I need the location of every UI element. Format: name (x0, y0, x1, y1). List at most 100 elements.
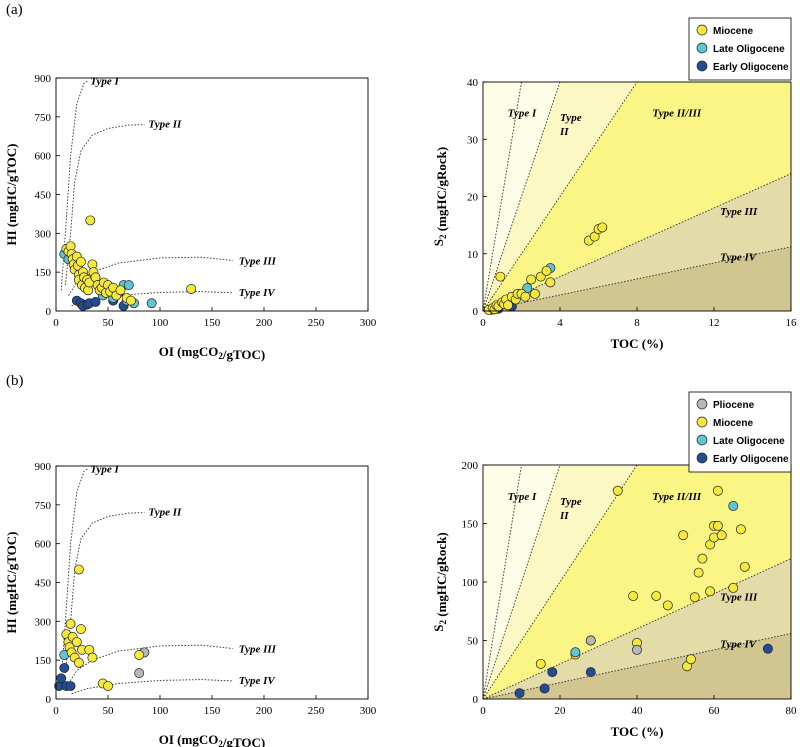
a-s2-point-miocene-23 (597, 222, 608, 233)
a-s2-plot: Type I Type II Type II/III Type III Type IV 0 4… (431, 77, 798, 351)
a-vk-point-miocene-32 (115, 285, 126, 296)
a-s2-zones (483, 82, 791, 311)
b-vk-curve-type-iv (71, 679, 233, 695)
b-vk-point-miocene-7 (71, 637, 82, 647)
b-s2-plot: Type I Type II Type II/III Type III Type IV 0 2… (431, 460, 797, 739)
a-s2-zone-label-type-iv: Type IV (720, 252, 758, 264)
b-s2-ytick-label-0: 0 (473, 694, 479, 706)
panel-label-a: (a) (6, 2, 23, 18)
b-s2-point-pliocene-1 (632, 644, 642, 655)
b-s2-zone-type-iv (483, 633, 791, 699)
b-vk-point-miocene-10 (76, 624, 86, 635)
a-s2-point-miocene-14 (520, 291, 531, 302)
a-s2-ytick-label-1: 10 (467, 249, 479, 261)
b-vk-ytick-label-4: 600 (35, 539, 52, 551)
b-s2-xtick-label-1: 20 (555, 705, 567, 717)
b-vk-point-miocene-15 (103, 681, 113, 692)
a-s2-xtick-label-4: 16 (786, 317, 798, 329)
a-vk-curve-label-type-i: Type I (90, 76, 119, 88)
a-legend-marker-miocene (696, 24, 708, 36)
a-s2-zone-label-type-ii-iii: Type II/III (652, 107, 702, 119)
a-vk-plot: Type I Type II Type III Type IV 0 50 100 150 200… (4, 73, 377, 362)
b-vk-xtick-label-6: 300 (360, 705, 377, 717)
b-legend: Pliocene Miocene Late Oligocene Early Oligo… (688, 391, 792, 473)
a-vk-ytick-label-3: 450 (35, 190, 52, 202)
b-vk-point-miocene-16 (134, 650, 145, 660)
b-s2-point-miocene-8 (678, 530, 689, 541)
b-vk-xtick-label-5: 250 (308, 705, 325, 717)
a-vk-curve-label-type-ii: Type II (148, 119, 182, 131)
a-s2-zone-label-type-i: Type I (508, 107, 537, 119)
b-s2-point-miocene-13 (697, 553, 708, 564)
a-s2-zone-label-type-ii: Type II (559, 112, 582, 138)
a-vk-xtick-label-3: 150 (204, 317, 221, 329)
a-vk-ytick-label-5: 750 (35, 112, 52, 124)
b-s2-point-early-oligocene-2 (547, 667, 558, 678)
a-vk-curve-label-type-iv: Type IV (239, 287, 277, 299)
b-vk-xlabel: OI (mgCO2/gTOC) (159, 732, 265, 747)
a-vk-point-early-oligocene-5 (90, 296, 101, 307)
a-s2-zone-label-type-iii: Type III (720, 206, 758, 218)
a-s2-point-miocene-18 (541, 265, 552, 276)
a-legend-marker-early-oligocene (696, 60, 708, 72)
b-vk-point-miocene-8 (73, 564, 84, 575)
a-vk-point-miocene-35 (186, 284, 197, 294)
b-s2-zone-label-type-iv: Type IV (720, 639, 758, 651)
a-legend-label-early-oligocene: Early Oligocene (713, 62, 789, 73)
b-vk-curve-type-i (60, 468, 89, 679)
b-vk-xtick-label-1: 50 (103, 705, 115, 717)
b-s2-ytick-label-2: 100 (462, 577, 479, 589)
a-vk-xtick-label-5: 250 (308, 317, 325, 329)
b-s2-point-late-oligocene-0 (570, 647, 581, 658)
a-s2-xtick-label-3: 12 (709, 317, 720, 329)
b-s2-xtick-label-0: 0 (480, 705, 486, 717)
a-vk-point-miocene-11 (76, 256, 86, 267)
a-vk-plot-area (56, 78, 368, 311)
a-vk-ytick-label-2: 300 (35, 228, 52, 240)
b-s2-xtick-label-3: 60 (709, 705, 721, 717)
a-vk-ytick-label-6: 900 (35, 73, 52, 85)
b-vk-plot: Type I Type II Type III Type IV 0 50 100 150 200… (4, 461, 377, 747)
b-s2-point-miocene-22 (736, 524, 746, 535)
a-legend-label-miocene: Miocene (713, 26, 753, 37)
b-vk-ylabel: HI (mgHC/gTOC) (4, 532, 19, 634)
b-vk-ytick-label-3: 450 (35, 578, 52, 590)
a-s2-xtick-label-1: 4 (557, 317, 563, 329)
a-legend-marker-late-oligocene (696, 42, 708, 54)
a-s2-ytick-label-2: 20 (467, 192, 479, 204)
a-vk-xtick-label-0: 0 (53, 317, 59, 329)
panel-label-b: (b) (6, 373, 24, 389)
a-s2-point-miocene-9 (503, 300, 513, 311)
b-legend-marker-pliocene (696, 398, 708, 410)
b-vk-point-early-oligocene-2 (59, 662, 70, 673)
b-s2-point-miocene-18 (712, 485, 723, 496)
b-legend-label-late-oligocene: Late Oligocene (713, 436, 785, 447)
b-vk-curve-label-type-i: Type I (90, 464, 119, 476)
b-s2-point-early-oligocene-0 (514, 688, 525, 699)
a-vk-xtick-label-1: 50 (103, 317, 115, 329)
a-s2-ytick-label-4: 40 (467, 77, 479, 89)
a-legend-label-late-oligocene: Late Oligocene (713, 44, 785, 55)
b-legend-marker-early-oligocene (696, 452, 708, 464)
a-s2-xlabel: TOC (%) (611, 336, 664, 351)
b-legend-marker-miocene (696, 416, 708, 428)
a-s2-point-miocene-5 (495, 271, 506, 282)
b-s2-point-miocene-0 (535, 658, 546, 669)
b-s2-point-miocene-3 (612, 485, 623, 496)
a-vk-xlabel: OI (mgCO2/gTOC) (159, 344, 265, 362)
b-vk-ytick-label-0: 0 (46, 694, 52, 706)
b-s2-point-miocene-12 (693, 567, 704, 578)
b-vk-plot-area (56, 466, 368, 699)
b-vk-point-early-oligocene-1 (56, 673, 67, 684)
b-s2-xlabel: TOC (%) (611, 724, 664, 739)
b-s2-point-miocene-4 (628, 591, 639, 601)
b-vk-point-miocene-3 (65, 618, 76, 629)
a-s2-ytick-label-0: 0 (473, 306, 479, 318)
b-vk-ytick-label-5: 750 (35, 500, 52, 512)
a-vk-ytick-label-4: 600 (35, 151, 52, 163)
a-s2-xtick-label-2: 8 (634, 317, 640, 329)
b-vk-xtick-label-4: 200 (256, 705, 273, 717)
a-vk-xtick-label-2: 100 (152, 317, 169, 329)
b-s2-zone-type-ii (483, 465, 637, 699)
